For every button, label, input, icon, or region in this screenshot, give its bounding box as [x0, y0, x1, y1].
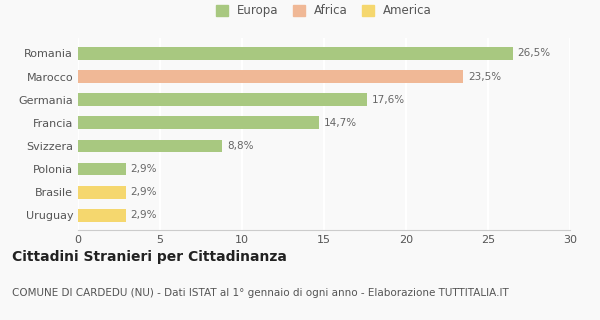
- Bar: [78, 70, 463, 83]
- Bar: [78, 140, 223, 152]
- Text: 8,8%: 8,8%: [227, 141, 254, 151]
- Text: 2,9%: 2,9%: [130, 187, 157, 197]
- Bar: [78, 209, 125, 222]
- Text: COMUNE DI CARDEDU (NU) - Dati ISTAT al 1° gennaio di ogni anno - Elaborazione TU: COMUNE DI CARDEDU (NU) - Dati ISTAT al 1…: [12, 288, 509, 298]
- Legend: Europa, Africa, America: Europa, Africa, America: [214, 2, 434, 20]
- Bar: [78, 116, 319, 129]
- Text: 17,6%: 17,6%: [371, 95, 404, 105]
- Text: 26,5%: 26,5%: [518, 49, 551, 59]
- Bar: [78, 47, 512, 60]
- Bar: [78, 93, 367, 106]
- Bar: [78, 186, 125, 198]
- Text: Cittadini Stranieri per Cittadinanza: Cittadini Stranieri per Cittadinanza: [12, 250, 287, 264]
- Text: 2,9%: 2,9%: [130, 164, 157, 174]
- Text: 23,5%: 23,5%: [469, 72, 502, 82]
- Text: 2,9%: 2,9%: [130, 210, 157, 220]
- Bar: [78, 163, 125, 175]
- Text: 14,7%: 14,7%: [324, 118, 357, 128]
